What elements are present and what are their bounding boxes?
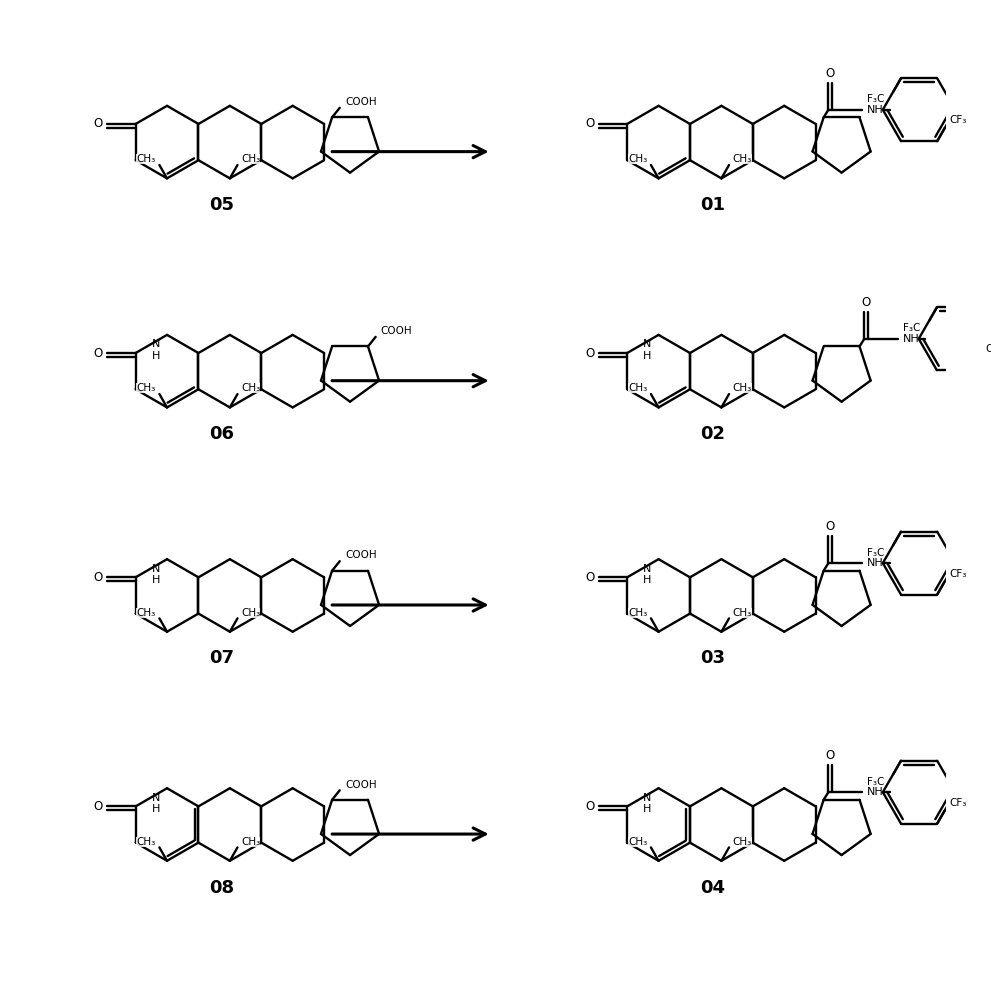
Text: CH₃: CH₃ [628,608,647,618]
Text: CF₃: CF₃ [949,569,967,579]
Text: CH₃: CH₃ [732,154,752,164]
Text: NH: NH [867,787,884,797]
Text: CF₃: CF₃ [949,115,967,125]
Text: H: H [152,575,160,585]
Text: N: N [152,564,160,574]
Text: CH₃: CH₃ [628,837,647,847]
Text: 05: 05 [209,196,234,214]
Text: O: O [826,67,835,80]
Text: CF₃: CF₃ [985,344,991,354]
Text: N: N [643,564,651,574]
Text: O: O [826,749,835,762]
Text: H: H [152,804,160,814]
Text: COOH: COOH [345,550,377,560]
Text: COOH: COOH [381,326,412,336]
Text: O: O [586,117,595,130]
Text: CH₃: CH₃ [241,608,261,618]
Text: N: N [643,793,651,803]
Text: 03: 03 [701,649,725,667]
Text: CH₃: CH₃ [628,383,647,393]
Text: O: O [94,347,103,360]
Text: 04: 04 [701,879,725,897]
Text: CH₃: CH₃ [732,383,752,393]
Text: O: O [861,296,871,309]
Text: O: O [94,800,103,813]
Text: NH: NH [903,334,920,344]
Text: F₃C: F₃C [904,323,921,333]
Text: CH₃: CH₃ [241,837,261,847]
Text: COOH: COOH [345,780,377,790]
Text: H: H [152,351,160,361]
Text: H: H [643,351,651,361]
Text: O: O [586,800,595,813]
Text: 07: 07 [209,649,234,667]
Text: O: O [94,571,103,584]
Text: O: O [586,571,595,584]
Text: F₃C: F₃C [867,777,885,787]
Text: H: H [643,575,651,585]
Text: CF₃: CF₃ [949,798,967,808]
Text: N: N [152,339,160,349]
Text: 02: 02 [701,425,725,443]
Text: O: O [586,347,595,360]
Text: N: N [643,339,651,349]
Text: CH₃: CH₃ [137,383,156,393]
Text: O: O [94,117,103,130]
Text: N: N [152,793,160,803]
Text: NH: NH [867,558,884,568]
Text: CH₃: CH₃ [732,837,752,847]
Text: 08: 08 [209,879,234,897]
Text: CH₃: CH₃ [732,608,752,618]
Text: F₃C: F₃C [867,548,885,558]
Text: H: H [643,804,651,814]
Text: CH₃: CH₃ [628,154,647,164]
Text: CH₃: CH₃ [137,154,156,164]
Text: 01: 01 [701,196,725,214]
Text: O: O [826,520,835,533]
Text: CH₃: CH₃ [137,608,156,618]
Text: NH: NH [867,105,884,115]
Text: CH₃: CH₃ [241,383,261,393]
Text: 06: 06 [209,425,234,443]
Text: COOH: COOH [345,97,377,107]
Text: CH₃: CH₃ [137,837,156,847]
Text: F₃C: F₃C [867,94,885,104]
Text: CH₃: CH₃ [241,154,261,164]
